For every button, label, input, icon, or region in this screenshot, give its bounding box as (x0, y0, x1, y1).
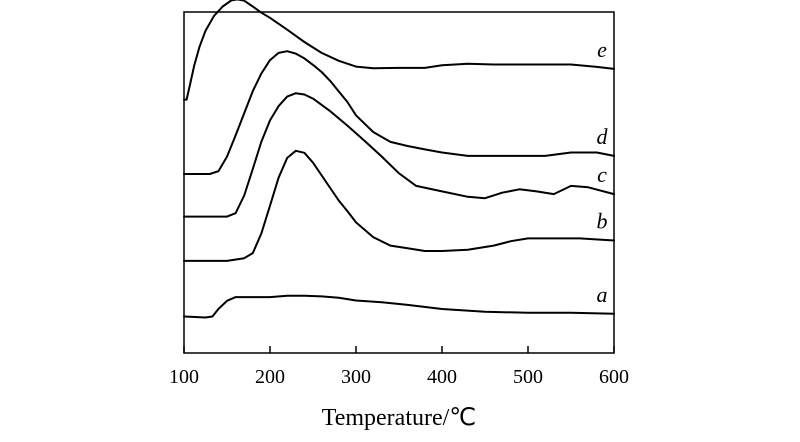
x-tick-label-600: 600 (599, 366, 629, 388)
x-tick-label-400: 400 (427, 366, 457, 388)
x-axis-title: Temperature/℃ (322, 405, 477, 431)
x-axis-ticks (183, 346, 615, 353)
series-line-a (183, 294, 615, 319)
series-label-b: b (597, 208, 608, 233)
x-tick-label-100: 100 (169, 366, 199, 388)
series-label-e: e (597, 37, 607, 62)
series-line-e (183, 0, 615, 101)
series-line-b (183, 149, 615, 262)
x-axis-tick-labels: 100 200 300 400 500 600 (169, 366, 629, 388)
series-line-d (183, 50, 615, 175)
series-labels: a bcd e (597, 37, 609, 307)
series-lines (183, 0, 615, 319)
series-line-c (183, 92, 615, 218)
x-tick-label-300: 300 (341, 366, 371, 388)
series-label-c: c (597, 162, 607, 187)
plot-frame (183, 11, 615, 354)
series-label-a: a (597, 282, 608, 307)
series-label-d: d (597, 124, 609, 149)
x-tick-label-200: 200 (255, 366, 285, 388)
x-tick-label-500: 500 (513, 366, 543, 388)
